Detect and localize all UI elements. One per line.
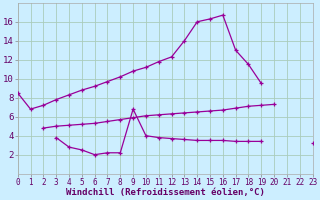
X-axis label: Windchill (Refroidissement éolien,°C): Windchill (Refroidissement éolien,°C) bbox=[66, 188, 265, 197]
